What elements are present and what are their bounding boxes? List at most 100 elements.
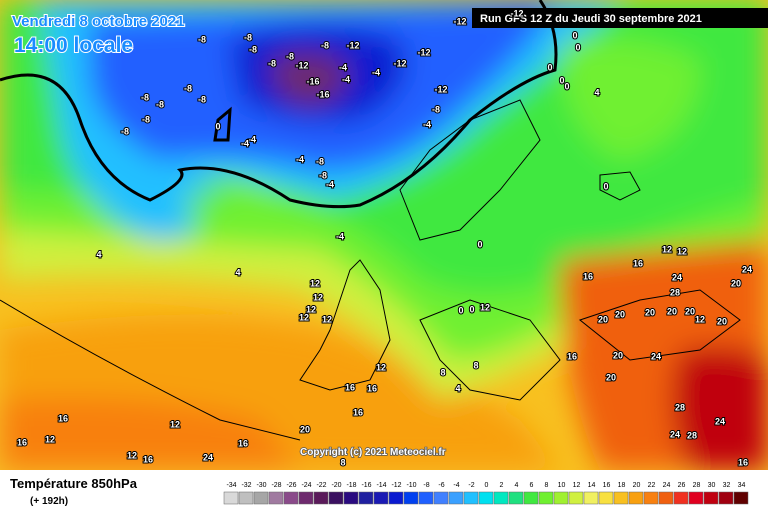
scale-label: -6: [438, 482, 444, 489]
scale-label: 8: [545, 482, 549, 489]
map-label: 16: [238, 438, 248, 448]
map-label: -4: [248, 134, 256, 144]
map-label: 20: [606, 372, 616, 382]
scale-label: -4: [453, 482, 459, 489]
map-label: -12: [393, 58, 406, 68]
map-label: 12: [376, 362, 386, 372]
copyright: Copyright (c) 2021 Meteociel.fr: [300, 447, 446, 458]
map-label: -4: [423, 119, 431, 129]
map-label: -8: [319, 170, 327, 180]
map-label: 12: [306, 304, 316, 314]
map-label: -16: [306, 76, 319, 86]
scale-label: 32: [723, 482, 731, 489]
map-label: 12: [313, 292, 323, 302]
map-label: 16: [567, 351, 577, 361]
map-label: -12: [346, 40, 359, 50]
map-label: 16: [738, 457, 748, 467]
scale-swatch: [238, 491, 254, 505]
map-label: 24: [670, 429, 680, 439]
map-label: -12: [510, 8, 523, 18]
scale-label: 4: [515, 482, 519, 489]
scale-swatch: [403, 491, 419, 505]
scale-swatch: [568, 491, 584, 505]
scale-label: -8: [423, 482, 429, 489]
map-label: 0: [564, 81, 569, 91]
map-label: 20: [731, 278, 741, 288]
map-label: 0: [477, 239, 482, 249]
color-scale: -34 -32 -30 -28 -26 -24 -22 -20 -18 -16 -14 -12 -10-…: [223, 482, 749, 505]
scale-label: 26: [678, 482, 686, 489]
scale-swatch: [613, 491, 629, 505]
map-label: 12: [480, 302, 490, 312]
map-label: 20: [598, 314, 608, 324]
map-label: -8: [142, 114, 150, 124]
scale-swatch: [718, 491, 734, 505]
map-label: -4: [241, 138, 249, 148]
scale-label: 20: [633, 482, 641, 489]
scale-label: -2: [468, 482, 474, 489]
scale-swatch: [538, 491, 554, 505]
scale-label: 10: [558, 482, 566, 489]
scale-label: -24: [301, 482, 311, 489]
map-label: 0: [559, 75, 564, 85]
map-label: 20: [615, 309, 625, 319]
scale-swatch: [598, 491, 614, 505]
map-label: -4: [296, 154, 304, 164]
map-label: 4: [594, 87, 599, 97]
map-label: -8: [244, 32, 252, 42]
map-label: 24: [651, 351, 661, 361]
map-label: -4: [372, 67, 380, 77]
map-label: 8: [340, 457, 345, 467]
scale-swatch: [448, 491, 464, 505]
map-label: -4: [339, 62, 347, 72]
map-label: -8: [156, 99, 164, 109]
scale-label: -16: [361, 482, 371, 489]
map-label: 20: [645, 307, 655, 317]
map-label: 4: [96, 249, 101, 259]
footer-title: Température 850hPa: [10, 476, 138, 491]
map-label: -4: [326, 179, 334, 189]
map-label: -8: [321, 40, 329, 50]
map-label: 16: [633, 258, 643, 268]
scale-label: 14: [588, 482, 596, 489]
scale-label: 24: [663, 482, 671, 489]
scale-label: -32: [241, 482, 251, 489]
scale-label: 2: [500, 482, 504, 489]
map-time: 14:00 locale: [14, 34, 133, 57]
map-label: 28: [687, 430, 697, 440]
scale-label: 30: [708, 482, 716, 489]
map-label: 12: [322, 314, 332, 324]
map-label: 24: [715, 416, 725, 426]
map-label: 20: [613, 350, 623, 360]
map-label: -8: [286, 51, 294, 61]
map-label: 8: [473, 360, 478, 370]
map-label: 0: [603, 181, 608, 191]
map-label: 12: [170, 419, 180, 429]
scale-swatch: [493, 491, 509, 505]
map-label: 24: [672, 272, 682, 282]
scale-label: -34: [226, 482, 236, 489]
scale-label: -20: [331, 482, 341, 489]
map-label: -4: [336, 231, 344, 241]
scale-swatch: [433, 491, 449, 505]
map-label: -8: [432, 104, 440, 114]
map-label: 28: [675, 402, 685, 412]
map-label: 12: [127, 450, 137, 460]
map-label: 24: [742, 264, 752, 274]
scale-swatch: [658, 491, 674, 505]
map-label: 12: [695, 314, 705, 324]
map-label: -8: [121, 126, 129, 136]
map-label: 12: [677, 246, 687, 256]
run-box: [472, 8, 768, 28]
map-label: 0: [572, 30, 577, 40]
scale-label: 18: [618, 482, 626, 489]
scale-label: -14: [376, 482, 386, 489]
scale-label: -28: [271, 482, 281, 489]
map-label: -4: [342, 74, 350, 84]
map-label: -12: [417, 47, 430, 57]
map-label: 16: [345, 382, 355, 392]
temperature-field: [0, 0, 768, 470]
scale-swatch: [343, 491, 359, 505]
